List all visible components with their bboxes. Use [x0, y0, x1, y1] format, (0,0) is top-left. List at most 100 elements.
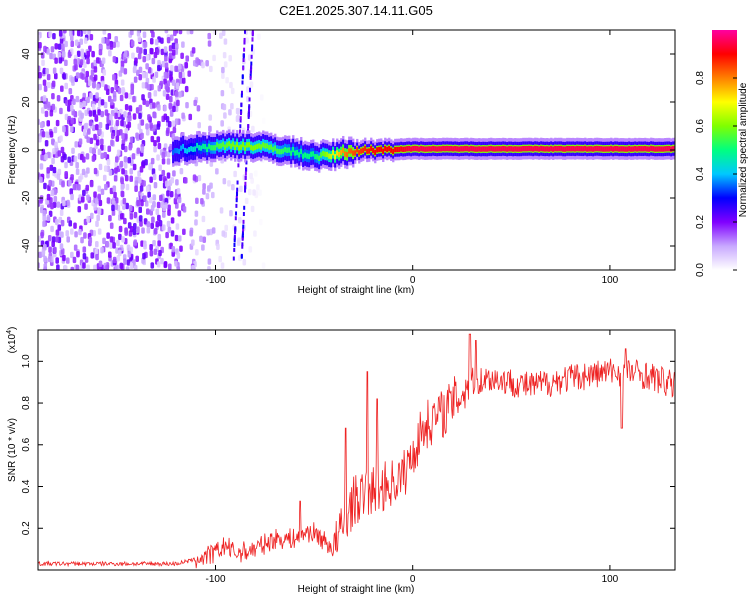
- spectrogram-noise-cell: [143, 243, 147, 250]
- spectrogram-noise-cell: [73, 222, 77, 229]
- spectrogram-noise-cell: [196, 105, 201, 112]
- spectrogram-noise-cell: [120, 79, 125, 86]
- spectrogram-track-cell: [556, 146, 559, 152]
- spectrogram-noise-cell: [41, 131, 46, 138]
- spectrogram-noise-cell: [51, 80, 56, 88]
- spectrogram-streak-cell: [244, 185, 247, 190]
- spectrogram-noise-cell: [109, 113, 113, 121]
- spectrogram-noise-cell: [88, 119, 93, 127]
- spectrogram-noise-cell: [152, 125, 156, 132]
- spectrogram-noise-cell: [174, 65, 178, 73]
- spectrogram-streak-cell: [244, 175, 247, 180]
- spectrogram-noise-cell: [45, 68, 49, 75]
- spectrogram-streak-cell: [243, 205, 246, 210]
- spectrogram-noise-cell: [261, 262, 266, 269]
- spectrogram-noise-cell: [164, 180, 169, 187]
- spectrogram-noise-cell: [62, 73, 66, 80]
- spectrogram-track-cell: [372, 147, 375, 154]
- spectrogram-noise-cell: [132, 95, 136, 103]
- spectrogram-noise-cell: [87, 128, 91, 135]
- spectrogram-noise-cell: [123, 145, 128, 153]
- spectrogram-track-cell: [252, 145, 255, 151]
- spectrogram-noise-cell: [171, 120, 176, 127]
- spectrogram-noise-cell: [104, 109, 109, 116]
- spectrogram-track-cell: [576, 145, 579, 152]
- spectrogram-streak-cell: [239, 116, 242, 121]
- spectrogram-noise-cell: [253, 230, 257, 237]
- spectrogram-streak-cell: [244, 188, 247, 193]
- spectrogram-noise-cell: [157, 233, 162, 241]
- spectrogram-noise-cell: [112, 242, 116, 249]
- spectrogram-track-cell: [282, 148, 285, 154]
- spectrogram-track-cell: [384, 145, 387, 152]
- spectrogram-noise-cell: [73, 155, 78, 163]
- spectrogram-track-cell: [316, 154, 319, 160]
- spectrogram-track-cell: [390, 147, 393, 153]
- spectrogram-noise-cell: [82, 262, 86, 269]
- spectrogram-track-cell: [180, 145, 183, 151]
- spectrogram-track-cell: [604, 146, 607, 152]
- spectrogram-noise-cell: [162, 211, 166, 218]
- spectrogram-track-cell: [374, 149, 377, 156]
- spectrogram-noise-cell: [115, 247, 119, 254]
- spectrogram-noise-cell: [46, 167, 50, 174]
- spectrogram-streak-cell: [242, 57, 245, 62]
- spectrogram-streak-cell: [233, 238, 236, 243]
- spectrogram-noise-cell: [135, 132, 139, 139]
- spectrogram-noise-cell: [176, 187, 181, 195]
- colorbar-tick-label: 0.6: [695, 119, 706, 133]
- spectrogram-track-cell: [382, 148, 385, 154]
- spectrogram-noise-cell: [133, 264, 138, 270]
- spectrogram-track-cell: [570, 146, 573, 152]
- spectrogram-noise-cell: [74, 39, 79, 46]
- spectrogram-streak-cell: [239, 124, 242, 129]
- spectrogram-track-cell: [298, 152, 301, 158]
- spectrogram-noise-cell: [76, 30, 81, 37]
- spectrogram-noise-cell: [100, 138, 104, 145]
- spectrogram-track-cell: [452, 146, 455, 152]
- spectrogram-noise-cell: [95, 253, 99, 261]
- spectrogram-noise-cell: [184, 85, 189, 93]
- spectrogram-noise-cell: [183, 177, 188, 184]
- spectrogram-noise-cell: [166, 190, 170, 197]
- spectrogram-track-cell: [238, 145, 241, 151]
- spectrogram-noise-cell: [138, 215, 143, 222]
- spectrogram-streak-cell: [239, 129, 242, 134]
- spectrogram-streak-cell: [250, 61, 253, 66]
- spectrogram-streak-cell: [250, 54, 253, 59]
- spectrogram-noise-cell: [140, 146, 145, 153]
- spectrogram-noise-cell: [164, 30, 169, 34]
- spectrogram-noise-cell: [95, 124, 99, 131]
- spectrogram-noise-cell: [121, 168, 125, 175]
- spectrogram-track-cell: [418, 146, 421, 152]
- snr-x-ticks: -100 0 100: [205, 330, 619, 585]
- spectrogram-track-cell: [216, 142, 219, 148]
- spectrogram-track-cell: [666, 146, 669, 152]
- spectrogram-noise-cell: [100, 99, 105, 106]
- spectrogram-track-cell: [410, 146, 413, 152]
- spectrogram-noise-cell: [235, 115, 240, 123]
- spectrogram-noise-cell: [164, 83, 169, 90]
- spectrogram-track-cell: [558, 145, 561, 152]
- spectrogram-track-cell: [612, 146, 615, 152]
- spectrogram-noise-cell: [153, 248, 158, 256]
- spectrogram-noise-cell: [195, 197, 199, 204]
- spectrogram-noise-cell: [129, 168, 134, 175]
- spectrogram-noise-cell: [97, 185, 102, 192]
- spectrogram-noise-cell: [143, 48, 147, 56]
- spectrogram-noise-cell: [125, 266, 130, 270]
- spectrogram-track-cell: [498, 146, 501, 152]
- spectrogram-track-cell: [560, 145, 563, 152]
- spectrogram-noise-cell: [253, 170, 258, 177]
- spectrogram-track-cell: [634, 145, 637, 152]
- spectrogram-track-cell: [178, 148, 181, 155]
- spectrogram-noise-cell: [98, 48, 103, 56]
- spectrogram-noise-cell: [177, 196, 182, 204]
- spectrogram-noise-cell: [117, 87, 122, 94]
- spectrogram-noise-cell: [112, 256, 117, 264]
- spectrogram-noise-cell: [145, 129, 150, 136]
- spectrogram-noise-cell: [64, 171, 69, 178]
- spectrogram-noise-cell: [67, 156, 71, 163]
- spectrogram-noise-cell: [154, 39, 159, 46]
- spectrogram-noise-cell: [141, 94, 145, 101]
